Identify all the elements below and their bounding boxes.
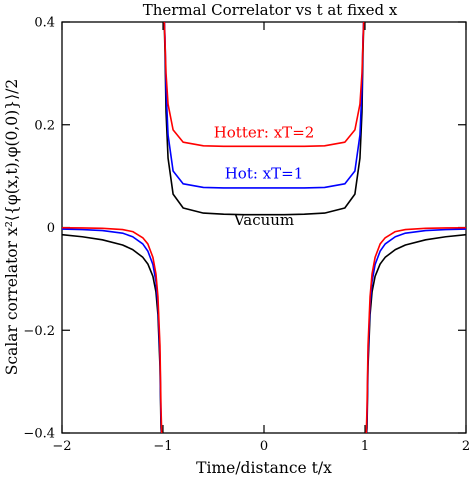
x-tick-label: −1 xyxy=(153,439,172,454)
series-layer xyxy=(62,22,466,433)
y-axis-label: Scalar correlator x²⟨{φ(x,t),φ(0,0)}⟩/2 xyxy=(3,79,21,375)
curve-label: Vacuum xyxy=(233,211,294,229)
x-axis-ticks: −2 −1 0 1 2 xyxy=(52,22,470,454)
y-axis-ticks: −0.4 −0.2 0 0.2 0.4 xyxy=(23,16,466,442)
series-line-2 xyxy=(62,22,466,433)
curve-label: Hotter: xT=2 xyxy=(214,124,315,142)
y-tick-label: −0.4 xyxy=(23,427,55,442)
x-tick-label: 2 xyxy=(462,439,470,454)
chart-title: Thermal Correlator vs t at fixed x xyxy=(143,1,398,19)
x-tick-label: 0 xyxy=(260,439,268,454)
curve-label: Hot: xT=1 xyxy=(225,165,304,183)
y-tick-label: 0.4 xyxy=(34,16,55,31)
y-tick-label: 0 xyxy=(47,221,55,236)
curve-labels: Hotter: xT=2 Hot: xT=1 Vacuum xyxy=(214,124,315,229)
x-tick-label: 1 xyxy=(361,439,369,454)
y-tick-label: 0.2 xyxy=(34,118,55,133)
x-tick-label: −2 xyxy=(52,439,71,454)
y-tick-label: −0.2 xyxy=(23,324,55,339)
x-axis-label: Time/distance t/x xyxy=(196,459,332,477)
